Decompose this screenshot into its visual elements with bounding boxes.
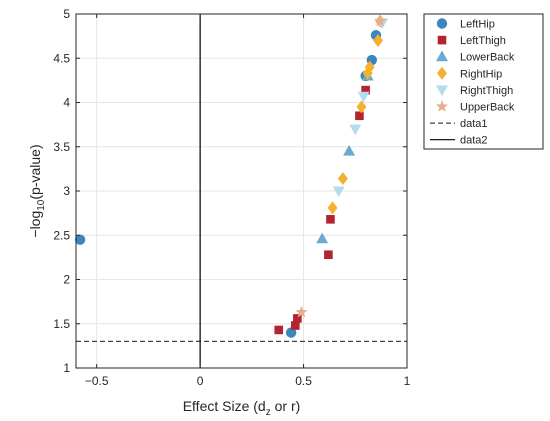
y-tick-label: 4 (63, 96, 70, 110)
data-point-leftthigh (326, 215, 335, 224)
legend-label-lefthip: LeftHip (460, 19, 495, 31)
legend-label-leftthigh: LeftThigh (460, 35, 506, 47)
legend-marker-rightthigh (436, 85, 448, 97)
data-point-rightthigh (332, 186, 345, 198)
legend-label-righthip: RightHip (460, 68, 502, 80)
y-tick-label: 2 (63, 273, 70, 287)
legend-marker-righthip (437, 66, 447, 80)
data-point-righthip (327, 201, 338, 215)
data-markers (74, 14, 389, 338)
data-point-leftthigh (293, 314, 302, 323)
x-tick-label: 1 (404, 374, 411, 388)
legend-label-rightthigh: RightThigh (460, 85, 513, 97)
y-tick-label: 4.5 (53, 51, 70, 65)
legend-label-lowerback: LowerBack (460, 52, 515, 64)
x-axis-label: Effect Size (dz or r) (183, 398, 301, 418)
data-point-righthip (337, 172, 348, 186)
legend-label-data1: data1 (460, 118, 488, 130)
reference-lines (76, 14, 407, 368)
data-point-lowerback (343, 144, 356, 156)
data-point-rightthigh (349, 124, 362, 136)
x-tick-label: −0.5 (85, 374, 109, 388)
legend-marker-leftthigh (437, 35, 447, 45)
y-tick-label: 3.5 (53, 140, 70, 154)
legend-marker-upperback (435, 100, 449, 112)
data-point-lefthip (74, 234, 86, 245)
legend-label-upperback: UpperBack (460, 102, 515, 114)
legend-marker-lefthip (436, 18, 448, 29)
data-point-leftthigh (361, 85, 370, 95)
data-point-leftthigh (355, 111, 364, 121)
y-axis-label: −log10(p-value) (27, 144, 47, 237)
data-point-rightthigh (357, 91, 370, 103)
data-point-righthip (364, 60, 375, 74)
x-tick-label: 0.5 (295, 374, 312, 388)
data-point-lefthip (285, 327, 297, 338)
y-tick-label: 2.5 (53, 228, 70, 242)
y-tick-label: 3 (63, 184, 70, 198)
data-point-leftthigh (290, 321, 300, 330)
legend-label-data2: data2 (460, 135, 488, 147)
data-point-righthip (373, 34, 384, 48)
y-tick-label: 1.5 (53, 317, 70, 331)
data-point-lowerback (316, 232, 329, 244)
legend: LeftHip LeftThigh LowerBack RightHip RightTh… (423, 13, 544, 150)
y-tick-label: 1 (63, 361, 70, 375)
data-point-righthip (356, 100, 367, 114)
data-point-upperback (295, 305, 308, 318)
data-point-upperback (373, 14, 387, 27)
axis-ticks: −0.5 0 0.5 1 1 1.5 2 2.5 3 3.5 4 4.5 5 (53, 7, 410, 388)
x-tick-label: 0 (197, 374, 204, 388)
data-point-leftthigh (274, 325, 284, 335)
data-point-leftthigh (324, 250, 333, 260)
grid-lines (76, 13, 408, 369)
legend-marker-lowerback (436, 50, 448, 62)
y-tick-label: 5 (63, 7, 70, 21)
